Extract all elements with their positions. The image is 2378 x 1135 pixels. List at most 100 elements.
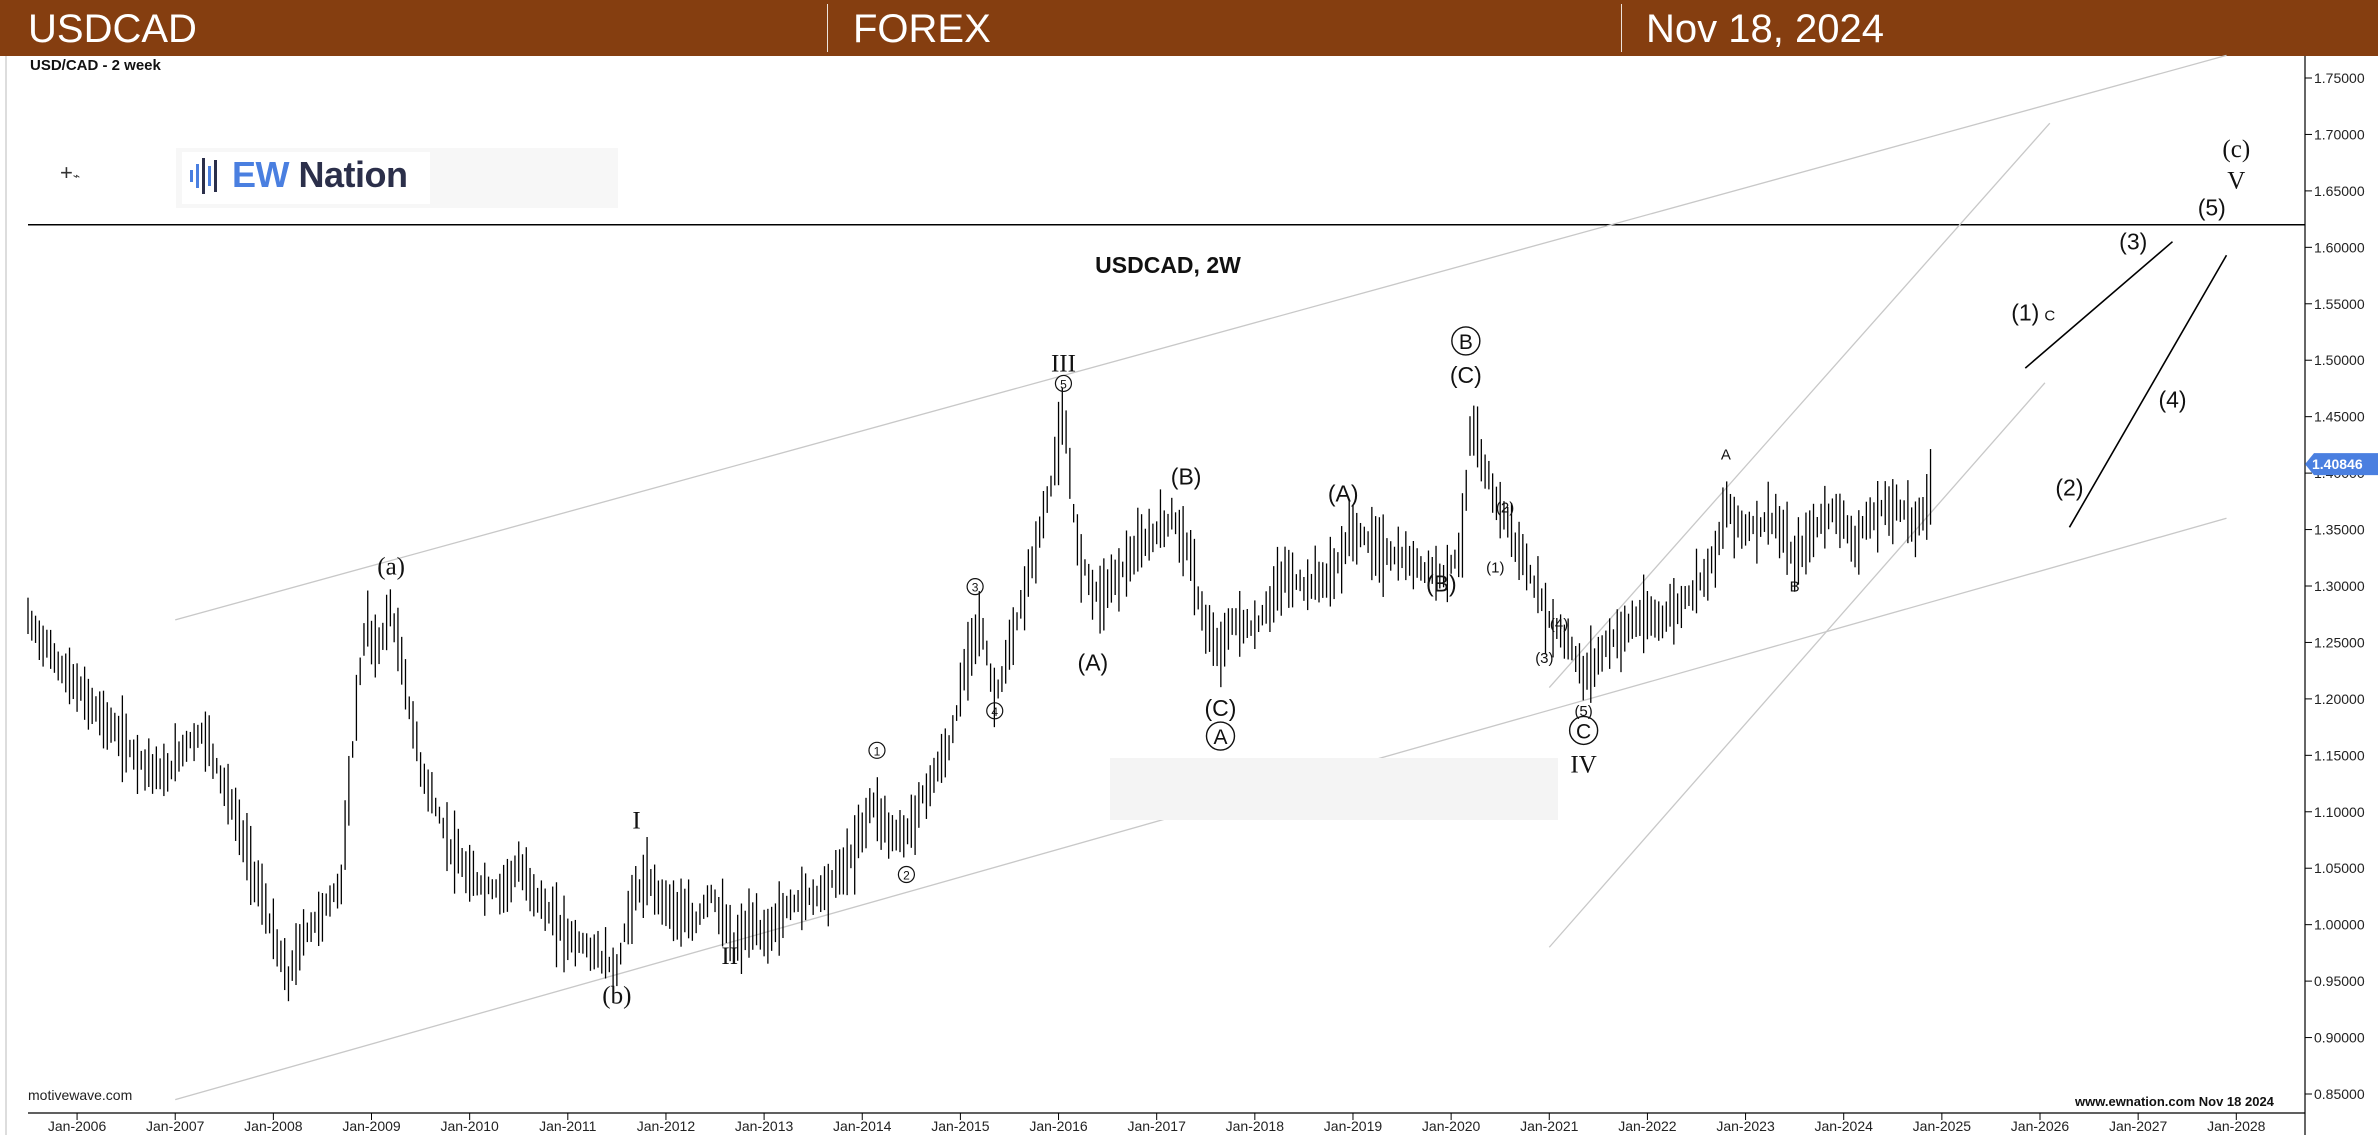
last-price-tag: [2305, 453, 2378, 476]
y-tick-label: 1.20000: [2314, 691, 2365, 707]
projection-line: [2024, 241, 2174, 369]
x-tick-label: Jan-2021: [1520, 1118, 1579, 1134]
x-tick-label: Jan-2013: [735, 1118, 794, 1134]
y-tick-label: 1.50000: [2314, 352, 2365, 368]
wave-label: (1): [2011, 300, 2039, 326]
y-tick-label: 1.45000: [2314, 409, 2365, 425]
x-tick-label: Jan-2010: [440, 1118, 499, 1134]
logo-ew: EW: [232, 154, 290, 195]
wave-label: I: [632, 808, 640, 835]
logo-panel: [182, 152, 430, 204]
y-tick-label: 1.70000: [2314, 126, 2365, 142]
wave-label: (C): [1450, 362, 1482, 388]
wave-label: 4: [991, 705, 998, 719]
info-box: [1110, 758, 1558, 820]
x-tick-label: Jan-2018: [1226, 1118, 1285, 1134]
footer-source: motivewave.com: [28, 1087, 133, 1103]
wave-label: C: [1576, 720, 1591, 743]
wave-label: (C): [1205, 695, 1237, 721]
last-price-label: 1.40846: [2312, 456, 2363, 472]
wave-label: III: [1051, 351, 1076, 378]
wave-label: IV: [1570, 751, 1596, 778]
wave-label-circle: [1054, 374, 1073, 393]
y-tick-label: 1.05000: [2314, 860, 2365, 876]
wave-label: 5: [1060, 377, 1067, 391]
x-tick-label: Jan-2025: [1913, 1118, 1972, 1134]
wave-label-circle: [1451, 326, 1481, 356]
wave-label-circle: [1568, 715, 1599, 746]
y-tick-label: 0.85000: [2314, 1086, 2365, 1102]
header-divider: [1621, 4, 1622, 52]
wave-label: (c): [2222, 136, 2250, 163]
wave-label: (3): [1535, 650, 1553, 667]
wave-label: V: [2227, 168, 2245, 195]
wave-label: (2): [2055, 475, 2083, 501]
wave-label: (b): [602, 983, 631, 1010]
y-tick-label: 1.30000: [2314, 578, 2365, 594]
wave-label: (5): [1574, 703, 1592, 720]
wave-label: (4): [1550, 616, 1568, 633]
chart-subtitle: USD/CAD - 2 week: [30, 57, 161, 74]
projection-line: [2068, 254, 2228, 528]
header-divider: [827, 4, 828, 52]
x-tick-label: Jan-2006: [48, 1118, 107, 1134]
wave-logo-icon: [190, 158, 217, 194]
footer-watermark: www.ewnation.com Nov 18 2024: [2075, 1094, 2274, 1109]
wave-label: (2): [1496, 500, 1514, 517]
channel-line: [175, 54, 2227, 621]
wave-label: (a): [377, 554, 405, 581]
wave-label-circle: [897, 865, 916, 884]
market-title: FOREX: [853, 7, 991, 51]
x-tick-label: Jan-2014: [833, 1118, 892, 1134]
y-tick-label: 1.00000: [2314, 917, 2365, 933]
wave-label-circle: [868, 741, 886, 759]
y-tick-label: 1.15000: [2314, 747, 2365, 763]
logo-wordmark: EW Nation: [232, 154, 408, 196]
wave-label: (A): [1328, 480, 1359, 506]
x-tick-label: Jan-2022: [1618, 1118, 1677, 1134]
wave-label: (4): [2158, 387, 2186, 413]
crosshair-tool-icon[interactable]: +⌁: [60, 160, 81, 185]
wave-label: 3: [972, 581, 979, 595]
wave-label: (5): [2198, 195, 2226, 221]
wave-label: (1): [1486, 559, 1504, 576]
y-tick-label: 1.10000: [2314, 804, 2365, 820]
x-tick-label: Jan-2015: [931, 1118, 990, 1134]
x-tick-label: Jan-2016: [1029, 1118, 1088, 1134]
symbol-title: USDCAD: [28, 7, 197, 51]
x-tick-label: Jan-2009: [342, 1118, 401, 1134]
x-tick-label: Jan-2020: [1422, 1118, 1481, 1134]
x-tick-label: Jan-2026: [2011, 1118, 2070, 1134]
header-bar: USDCAD FOREX Nov 18, 2024: [0, 0, 2378, 56]
y-tick-label: 1.65000: [2314, 183, 2365, 199]
x-tick-label: Jan-2008: [244, 1118, 303, 1134]
channel-line: [1548, 122, 2051, 689]
x-tick-label: Jan-2028: [2207, 1118, 2266, 1134]
wave-label: B: [1790, 579, 1800, 596]
x-tick-label: Jan-2027: [2109, 1118, 2168, 1134]
y-tick-label: 1.35000: [2314, 522, 2365, 538]
x-tick-label: Jan-2017: [1127, 1118, 1186, 1134]
y-tick-label: 1.75000: [2314, 70, 2365, 86]
x-tick-label: Jan-2023: [1716, 1118, 1775, 1134]
logo-nation: Nation: [298, 154, 409, 195]
wave-label: (A): [1078, 650, 1109, 676]
wave-label: B: [1459, 331, 1473, 354]
x-tick-label: Jan-2019: [1324, 1118, 1383, 1134]
chart-title: USDCAD, 2W: [1095, 252, 1241, 278]
wave-label: (3): [2119, 229, 2147, 255]
wave-label-circle: [966, 578, 984, 596]
wave-label-circle: [1205, 721, 1236, 751]
wave-label: 2: [903, 869, 910, 883]
wave-label: 1: [874, 744, 881, 758]
date-title: Nov 18, 2024: [1646, 7, 1884, 51]
y-tick-label: 0.95000: [2314, 973, 2365, 989]
y-tick-label: 1.55000: [2314, 296, 2365, 312]
wave-label: C: [2044, 308, 2055, 325]
wave-label-circle: [986, 702, 1004, 720]
y-tick-label: 1.60000: [2314, 239, 2365, 255]
wave-label: A: [1213, 726, 1227, 749]
wave-label: II: [721, 943, 738, 970]
channel-line: [1548, 382, 2046, 948]
